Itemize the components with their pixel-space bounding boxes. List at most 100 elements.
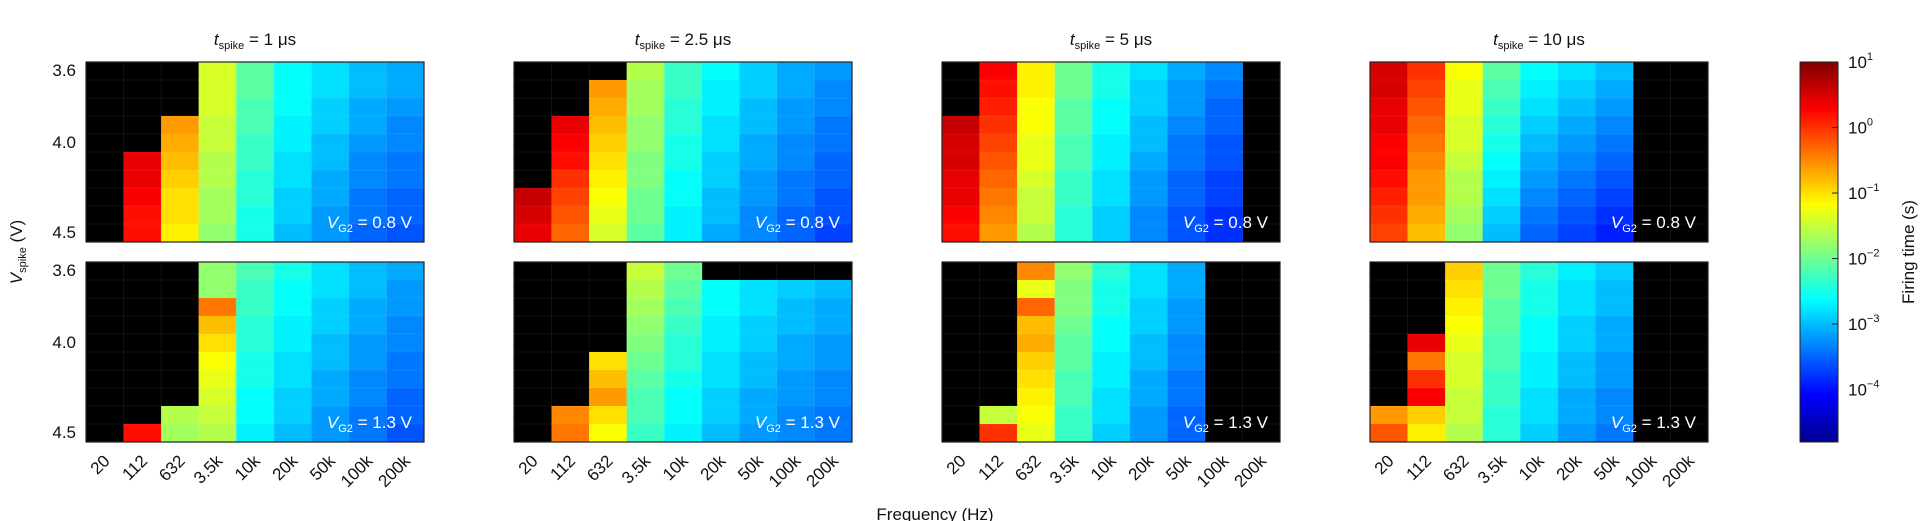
heatmap-cell <box>1204 134 1243 153</box>
x-tick-label: 50k <box>1590 451 1623 484</box>
heatmap-cell <box>701 98 740 117</box>
heatmap-cell <box>1204 188 1243 207</box>
colorbar: 101 100 10−1 10−2 10−3 10−4 Firing time (s) <box>1799 51 1918 443</box>
heatmap-cell <box>1557 206 1596 225</box>
heatmap-cell <box>701 334 740 353</box>
heatmap-cell <box>589 188 628 207</box>
heatmap-cell <box>776 370 815 389</box>
heatmap-cell <box>1129 370 1168 389</box>
heatmap-cell <box>236 424 275 443</box>
heatmap-cell <box>814 424 853 443</box>
heatmap-cell <box>348 152 387 171</box>
heatmap-cell <box>1557 80 1596 99</box>
y-tick-label: 3.6 <box>52 61 76 80</box>
heatmap-panel: VG2 = 1.3 V <box>85 261 425 443</box>
heatmap-cell <box>814 62 853 81</box>
heatmap-cell <box>1595 352 1634 371</box>
heatmap-cell <box>1129 188 1168 207</box>
heatmap-cell <box>739 224 778 243</box>
heatmap-cell <box>1407 152 1446 171</box>
heatmap-cell <box>1445 316 1484 335</box>
heatmap-cell <box>311 134 350 153</box>
panel-border <box>941 61 1281 243</box>
heatmap-cell <box>1445 134 1484 153</box>
colorbar-tick-label: 10−1 <box>1848 182 1879 203</box>
heatmap-cell <box>979 224 1018 243</box>
heatmap-cell <box>386 152 425 171</box>
heatmap-cell <box>1054 334 1093 353</box>
heatmap-cell <box>1092 224 1131 243</box>
heatmap-cell <box>626 334 665 353</box>
heatmap-cell <box>1595 224 1634 243</box>
heatmap-cell <box>1054 316 1093 335</box>
heatmap-cell <box>311 316 350 335</box>
heatmap-cell <box>1017 116 1056 135</box>
heatmap-cell <box>273 424 312 443</box>
heatmap-cell <box>1167 406 1206 425</box>
heatmap-cell <box>1017 188 1056 207</box>
heatmap-cell <box>1167 370 1206 389</box>
colorbar-tick-label: 10−3 <box>1848 313 1879 334</box>
x-tick-label: 112 <box>547 451 580 484</box>
heatmap-cell <box>626 206 665 225</box>
heatmap-cell <box>1445 62 1484 81</box>
y-tick-label: 4.5 <box>52 223 76 242</box>
heatmap-cell <box>1445 334 1484 353</box>
heatmap-cell <box>1054 424 1093 443</box>
heatmap-cell <box>161 170 200 189</box>
x-tick-label: 100k <box>765 451 805 491</box>
heatmap-cell <box>1017 280 1056 299</box>
heatmap-cell <box>198 370 237 389</box>
heatmap-cell <box>1204 206 1243 225</box>
heatmap-cell <box>386 98 425 117</box>
heatmap-cell <box>1557 116 1596 135</box>
heatmap-cell <box>1595 170 1634 189</box>
colorbar-tick-label: 10−2 <box>1848 248 1879 269</box>
heatmap-cell <box>273 334 312 353</box>
heatmap-panel: VG2 = 1.3 V <box>513 261 853 443</box>
heatmap-cell <box>664 334 703 353</box>
heatmap-cell <box>348 80 387 99</box>
heatmap-cell <box>161 188 200 207</box>
heatmap-cell <box>701 152 740 171</box>
heatmap-cell <box>776 206 815 225</box>
heatmap-cell <box>1520 388 1559 407</box>
heatmap-cell <box>1054 262 1093 281</box>
heatmap-cell <box>311 280 350 299</box>
heatmap-cell <box>236 280 275 299</box>
heatmap-cell <box>664 406 703 425</box>
heatmap-cell <box>311 188 350 207</box>
heatmap-cell <box>1520 98 1559 117</box>
heatmap-cell <box>1204 62 1243 81</box>
heatmap-cell <box>123 224 162 243</box>
heatmap-panel: VG2 = 0.8 V <box>1369 61 1709 243</box>
column-title: tspike = 2.5 μs <box>635 30 731 52</box>
heatmap-cell <box>198 388 237 407</box>
heatmap-cell <box>1445 262 1484 281</box>
heatmap-cell <box>1520 316 1559 335</box>
heatmap-cell <box>311 206 350 225</box>
heatmap-cell <box>1482 98 1521 117</box>
heatmap-cell <box>311 116 350 135</box>
heatmap-cell <box>198 206 237 225</box>
heatmap-cell <box>198 224 237 243</box>
heatmap-cell <box>1017 80 1056 99</box>
x-tick-label: 632 <box>155 451 188 484</box>
heatmap-cell <box>236 206 275 225</box>
heatmap-cell <box>814 370 853 389</box>
heatmap-cell <box>1092 370 1131 389</box>
panel-border <box>1369 61 1709 243</box>
heatmap-cell <box>348 280 387 299</box>
heatmap-cell <box>776 80 815 99</box>
x-tick-label: 20 <box>1371 451 1398 478</box>
vg2-annotation: VG2 = 1.3 V <box>1611 413 1697 435</box>
heatmap-cell <box>273 152 312 171</box>
heatmap-cell <box>1054 80 1093 99</box>
heatmap-cell <box>814 316 853 335</box>
heatmap-cell <box>198 298 237 317</box>
heatmap-cell <box>589 170 628 189</box>
heatmap-cell <box>979 152 1018 171</box>
heatmap-cell <box>1407 370 1446 389</box>
heatmap-cell <box>1204 224 1243 243</box>
